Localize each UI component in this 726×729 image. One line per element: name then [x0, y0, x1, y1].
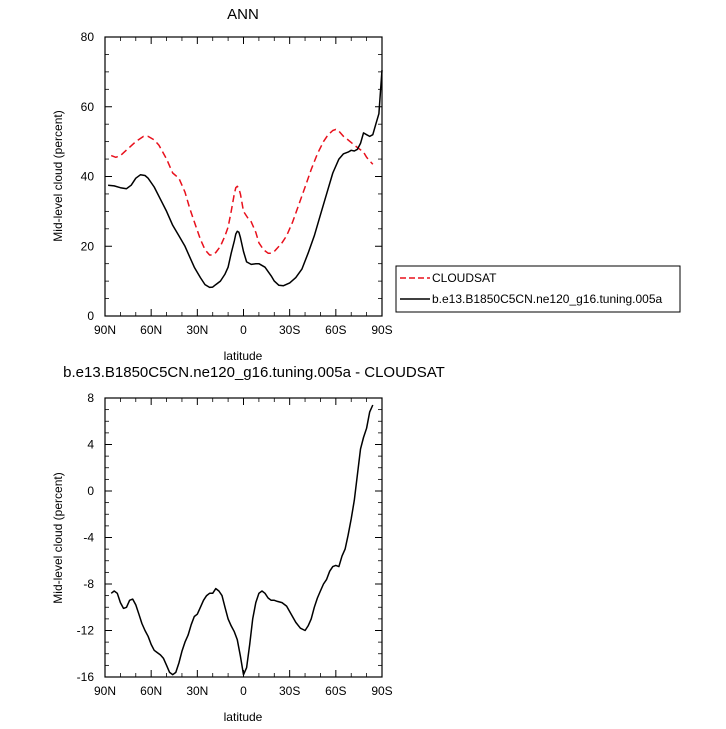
top-x-tick-labels: 90N 60N 30N 0 30S 60S 90S	[94, 323, 393, 337]
y-tick-label: -16	[77, 670, 95, 684]
legend-label-model: b.e13.B1850C5CN.ne120_g16.tuning.005a	[432, 292, 663, 306]
x-tick-label: 60S	[325, 684, 346, 698]
y-tick-label: 8	[87, 391, 94, 405]
x-tick-label: 0	[240, 684, 247, 698]
x-tick-label: 0	[240, 323, 247, 337]
y-tick-label: 20	[81, 239, 95, 253]
x-tick-label: 60N	[140, 323, 162, 337]
x-tick-label: 90N	[94, 323, 116, 337]
x-tick-label: 30S	[279, 684, 300, 698]
series-line-cloudsat	[110, 128, 374, 256]
top-chart-panel: ANN 90N 60N 30N 0 30S 60S 90S 0 20 40 60 80 latitu…	[51, 6, 393, 363]
bottom-x-axis-label: latitude	[224, 710, 263, 724]
series-line-b-e13-b1850c5cn-ne120-g16-tuning-005a	[108, 70, 383, 289]
legend-box	[395, 265, 681, 313]
y-tick-label: 60	[81, 100, 95, 114]
bottom-chart-series	[110, 404, 374, 676]
x-tick-label: 90S	[371, 323, 392, 337]
top-chart-legend: CLOUDSAT b.e13.B1850C5CN.ne120_g16.tunin…	[395, 265, 681, 313]
bottom-chart-frame	[104, 397, 383, 678]
y-tick-label: 40	[81, 170, 95, 184]
x-tick-label: 90S	[371, 684, 392, 698]
series-line-difference	[110, 404, 374, 676]
top-y-tick-labels: 0 20 40 60 80	[81, 30, 95, 323]
x-tick-label: 60S	[325, 323, 346, 337]
x-tick-label: 90N	[94, 684, 116, 698]
y-tick-label: 0	[87, 484, 94, 498]
top-chart-frame	[104, 36, 383, 317]
top-chart-series	[108, 70, 383, 289]
x-tick-label: 30N	[186, 323, 208, 337]
y-tick-label: -12	[77, 624, 95, 638]
bottom-x-tick-labels: 90N 60N 30N 0 30S 60S 90S	[94, 684, 393, 698]
y-tick-label: -4	[83, 531, 94, 545]
y-tick-label: 0	[87, 309, 94, 323]
x-tick-label: 60N	[140, 684, 162, 698]
x-tick-label: 30N	[186, 684, 208, 698]
bottom-y-axis-label: Mid-level cloud (percent)	[51, 472, 65, 603]
legend-label-cloudsat: CLOUDSAT	[432, 271, 497, 285]
y-tick-label: 80	[81, 30, 95, 44]
y-tick-label: 4	[87, 438, 94, 452]
top-chart-title: ANN	[227, 6, 259, 23]
top-y-axis-label: Mid-level cloud (percent)	[51, 110, 65, 241]
bottom-chart-title: b.e13.B1850C5CN.ne120_g16.tuning.005a - …	[63, 364, 445, 381]
bottom-chart-panel: b.e13.B1850C5CN.ne120_g16.tuning.005a - …	[51, 364, 445, 724]
top-x-axis-label: latitude	[224, 349, 263, 363]
y-tick-label: -8	[83, 577, 94, 591]
bottom-y-tick-labels: -16 -12 -8 -4 0 4 8	[77, 391, 95, 684]
bottom-chart-ticks	[104, 397, 383, 678]
x-tick-label: 30S	[279, 323, 300, 337]
